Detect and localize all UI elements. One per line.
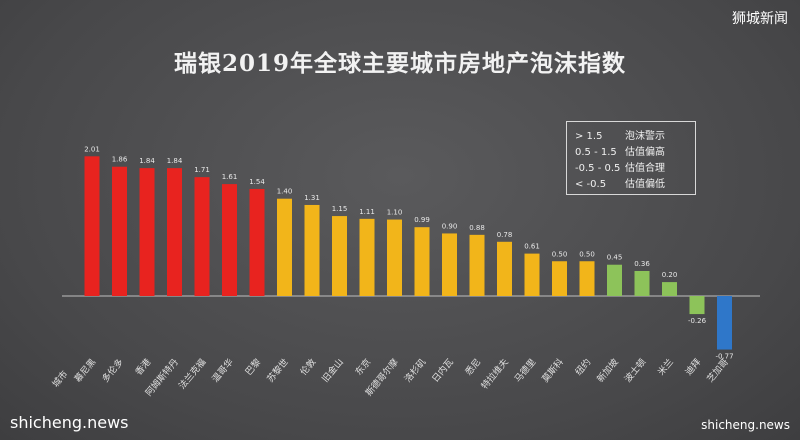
bar-value-label: 0.36	[634, 260, 650, 268]
legend-label: 估值偏低	[625, 179, 665, 190]
bar	[332, 216, 347, 296]
bar-value-label: 0.99	[414, 216, 430, 224]
bar	[552, 261, 567, 296]
legend-item-bubble: > 1.5 泡沫警示	[575, 127, 695, 142]
bar	[304, 204, 320, 296]
bar	[524, 253, 540, 296]
bar	[387, 219, 402, 296]
legend-label: 估值合理	[625, 163, 665, 174]
legend-item-undervalued: < -0.5 估值偏低	[575, 175, 695, 190]
bar-value-label: 1.71	[194, 166, 210, 174]
bar-value-label: 0.61	[524, 243, 540, 251]
bar	[277, 198, 292, 296]
legend-range: > 1.5	[575, 131, 603, 142]
category-tick-label: 莫斯科	[539, 356, 566, 384]
bar	[167, 168, 182, 296]
category-tick-label: 伦敦	[298, 356, 319, 378]
watermark-right: shicheng.news	[701, 418, 790, 432]
brand-logo-text: 狮城新闻	[732, 11, 788, 27]
bar	[497, 241, 512, 296]
bar-value-label: 1.84	[167, 157, 183, 165]
category-tick-label: 洛杉矶	[402, 356, 429, 384]
chart-title: 瑞银2019年全球主要城市房地产泡沫指数	[173, 50, 626, 77]
category-tick-label: 日内瓦	[429, 356, 456, 384]
bar-value-label: 1.54	[249, 178, 265, 186]
bar-value-label: 0.78	[497, 231, 513, 239]
category-tick-label: 悉尼	[463, 356, 484, 378]
bar	[222, 184, 237, 296]
bar	[689, 296, 705, 315]
legend-range: -0.5 - 0.5	[575, 163, 621, 174]
bar	[579, 261, 595, 296]
x-axis-label: 城市	[50, 368, 71, 390]
bar-value-label: 1.86	[112, 156, 128, 164]
bar	[414, 227, 430, 296]
bar-value-label: 1.11	[359, 208, 375, 216]
category-tick-label: 苏黎世	[264, 356, 291, 384]
legend-range: 0.5 - 1.5	[575, 147, 617, 158]
bar-value-label: 1.31	[304, 194, 320, 202]
category-tick-label: 多伦多	[99, 356, 126, 384]
bar-value-label: 1.84	[139, 157, 155, 165]
category-tick-label: 迪拜	[683, 356, 704, 378]
category-tick-label: 波士顿	[622, 356, 649, 384]
bar	[249, 188, 265, 296]
bar	[442, 233, 457, 296]
bar-value-label: 0.45	[607, 254, 623, 262]
category-tick-label: 法兰克福	[176, 356, 208, 391]
category-tick-label: 慕尼黑	[72, 356, 99, 384]
bar	[607, 264, 622, 296]
category-tick-label: 温哥华	[209, 356, 236, 384]
bar-value-label: 1.15	[332, 205, 348, 213]
legend-label: 估值偏高	[625, 147, 665, 158]
watermark-left: shicheng.news	[10, 413, 129, 432]
category-tick-label: 香港	[133, 356, 154, 378]
bar	[112, 166, 127, 296]
bar-value-label: -0.26	[688, 317, 707, 325]
bar	[359, 218, 375, 296]
category-tick-label: 特拉维夫	[478, 356, 510, 391]
bar	[634, 270, 650, 296]
bar-value-label: 1.40	[277, 188, 293, 196]
category-tick-label: 米兰	[655, 356, 676, 378]
bar-value-label: 0.88	[469, 224, 485, 232]
bar	[139, 168, 155, 296]
bar	[662, 282, 677, 296]
bar-value-label: 0.50	[552, 250, 568, 258]
legend-item-fair: -0.5 - 0.5 估值合理	[575, 159, 695, 174]
bar-value-label: 1.10	[387, 209, 403, 217]
bar-value-label: 0.50	[579, 250, 595, 258]
legend-range: < -0.5	[575, 179, 607, 190]
legend-label: 泡沫警示	[625, 131, 665, 142]
bar-value-label: 2.01	[84, 145, 100, 153]
bar	[84, 156, 100, 296]
bar-value-label: 1.61	[222, 173, 238, 181]
category-tick-label: 新加坡	[594, 356, 621, 384]
bar-value-label: 0.20	[662, 271, 678, 279]
legend-item-overvalued: 0.5 - 1.5 估值偏高	[575, 143, 695, 158]
category-tick-label: 巴黎	[243, 356, 264, 378]
bar	[469, 234, 485, 296]
category-tick-label: 马德里	[512, 356, 539, 384]
category-tick-label: 纽约	[573, 356, 594, 378]
bar-value-label: -0.77	[715, 353, 733, 361]
category-tick-label: 旧金山	[319, 356, 346, 384]
category-tick-label: 东京	[353, 356, 374, 378]
chart-legend: > 1.5 泡沫警示 0.5 - 1.5 估值偏高 -0.5 - 0.5 估值合理 <…	[566, 121, 696, 195]
bar-value-label: 0.90	[442, 222, 458, 230]
bar	[717, 296, 732, 350]
bar	[194, 177, 210, 296]
